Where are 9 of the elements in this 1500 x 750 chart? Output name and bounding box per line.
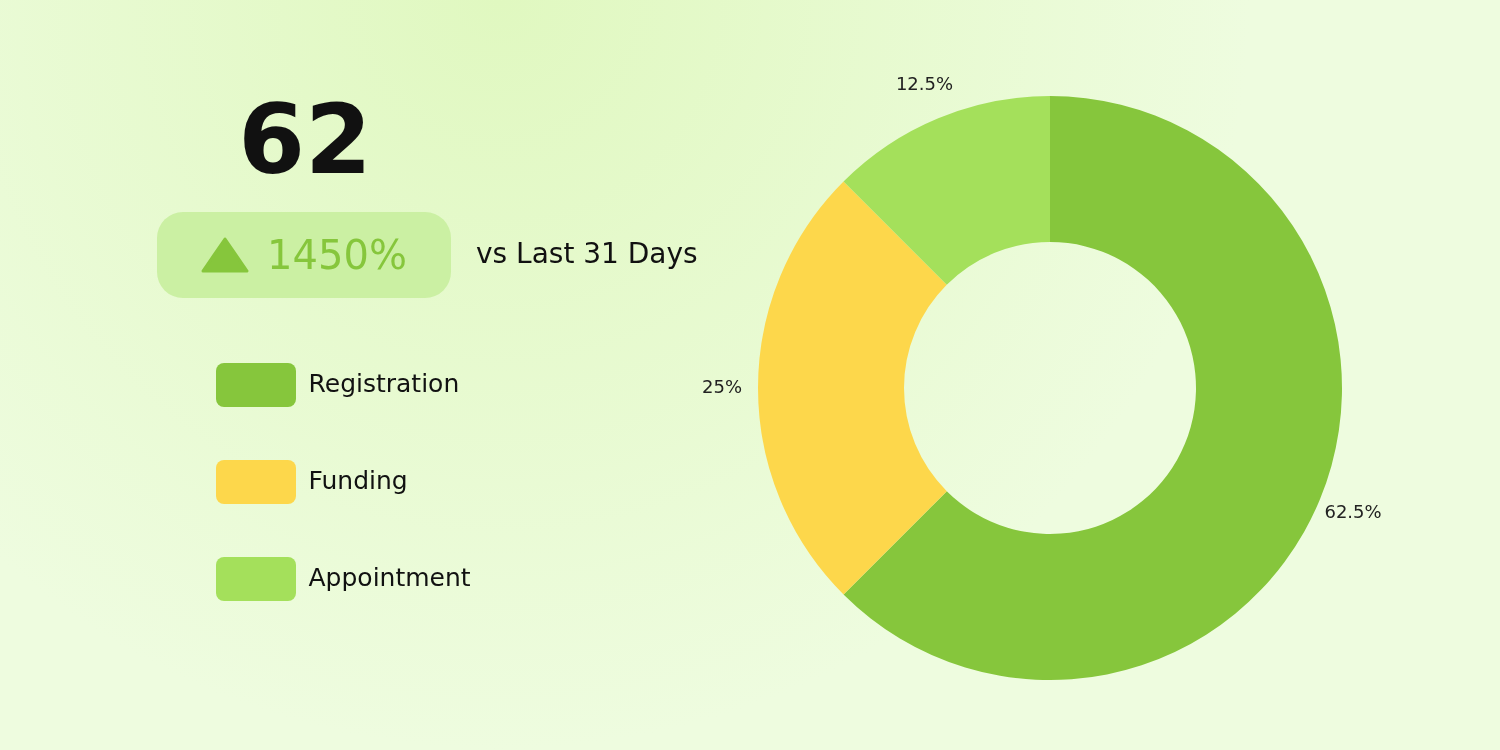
- text: 62: [237, 84, 373, 196]
- data-label: 62.5%: [1324, 501, 1382, 523]
- legend-label: Appointment: [308, 562, 471, 592]
- data-label: 12.5%: [895, 72, 954, 94]
- text: vs Last 31 Days: [476, 237, 698, 270]
- legend-label: Funding: [308, 465, 408, 495]
- data-label: 25%: [701, 375, 743, 397]
- text: 1450%: [267, 232, 407, 278]
- legend-label: Registration: [308, 368, 460, 398]
